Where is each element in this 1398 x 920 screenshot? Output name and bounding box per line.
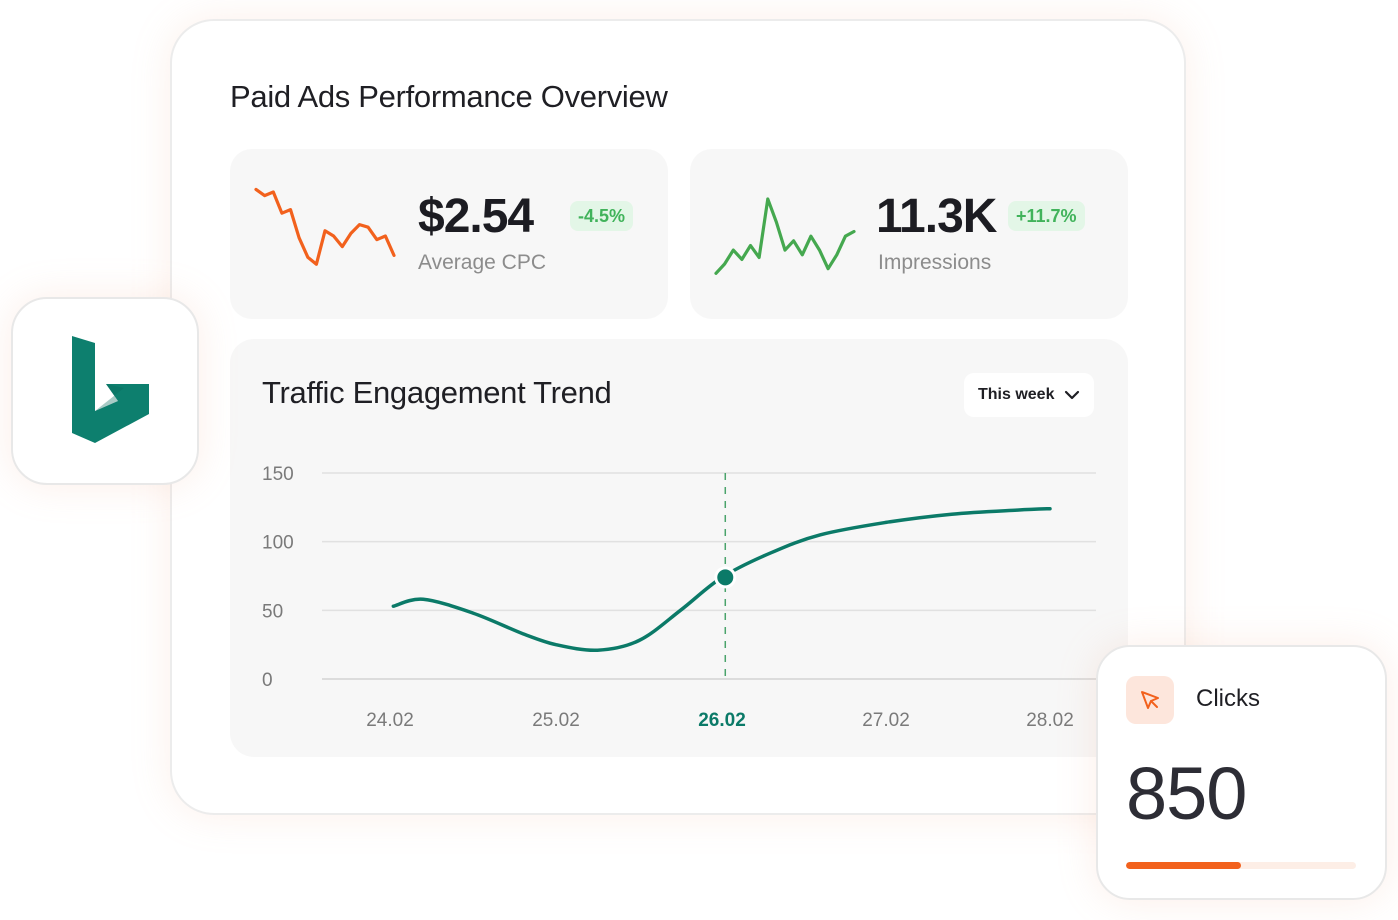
clicks-label: Clicks [1196, 685, 1260, 712]
clicks-progress-track [1126, 862, 1356, 869]
traffic-line-chart: 0 50 100 150 24.02 25.02 26.02 27.02 28.02 [262, 464, 1096, 731]
sparkline-path [254, 187, 396, 266]
y-tick-label: 0 [262, 670, 273, 691]
kpi-card-average-cpc[interactable]: $2.54 -4.5% Average CPC [230, 149, 668, 319]
y-tick-label: 50 [262, 601, 283, 622]
trend-line [391, 506, 1052, 652]
x-tick-label: 24.02 [366, 710, 414, 731]
clicks-progress-fill [1126, 862, 1241, 869]
cpc-value: $2.54 [418, 190, 534, 243]
dashboard-card: Paid Ads Performance Overview $2.54 -4.5… [170, 19, 1186, 815]
page-title: Paid Ads Performance Overview [230, 79, 668, 114]
chevron-down-icon [1064, 390, 1080, 400]
date-range-dropdown[interactable]: This week [964, 373, 1094, 417]
clicks-value: 850 [1126, 752, 1247, 835]
impressions-label: Impressions [878, 251, 992, 274]
y-tick-label: 100 [262, 533, 294, 554]
clicks-icon-tile [1126, 676, 1174, 724]
kpi-card-impressions[interactable]: 11.3K +11.7% Impressions [690, 149, 1128, 319]
traffic-chart-card: 0 50 100 150 24.02 25.02 26.02 27.02 28.02 Traff… [230, 339, 1128, 757]
bing-app-tile[interactable] [11, 297, 199, 485]
cpc-label: Average CPC [418, 251, 547, 274]
impressions-sparkline [714, 197, 856, 275]
highlight-point [717, 569, 734, 586]
cpc-sparkline [254, 187, 396, 266]
y-tick-label: 150 [262, 464, 294, 485]
clicks-card[interactable]: Clicks 850 [1096, 645, 1387, 900]
impressions-value: 11.3K [876, 190, 997, 243]
x-tick-label: 28.02 [1026, 710, 1074, 731]
cpc-change-badge: -4.5% [570, 201, 634, 231]
impressions-change-badge: +11.7% [1008, 201, 1085, 231]
cursor-click-icon [1141, 691, 1159, 709]
chart-title: Traffic Engagement Trend [262, 375, 612, 410]
sparkline-path [714, 197, 856, 275]
x-tick-label: 26.02 [698, 710, 746, 731]
x-tick-label: 25.02 [532, 710, 580, 731]
x-tick-label: 27.02 [862, 710, 910, 731]
date-range-label: This week [978, 386, 1055, 403]
bing-logo-icon [72, 336, 149, 443]
